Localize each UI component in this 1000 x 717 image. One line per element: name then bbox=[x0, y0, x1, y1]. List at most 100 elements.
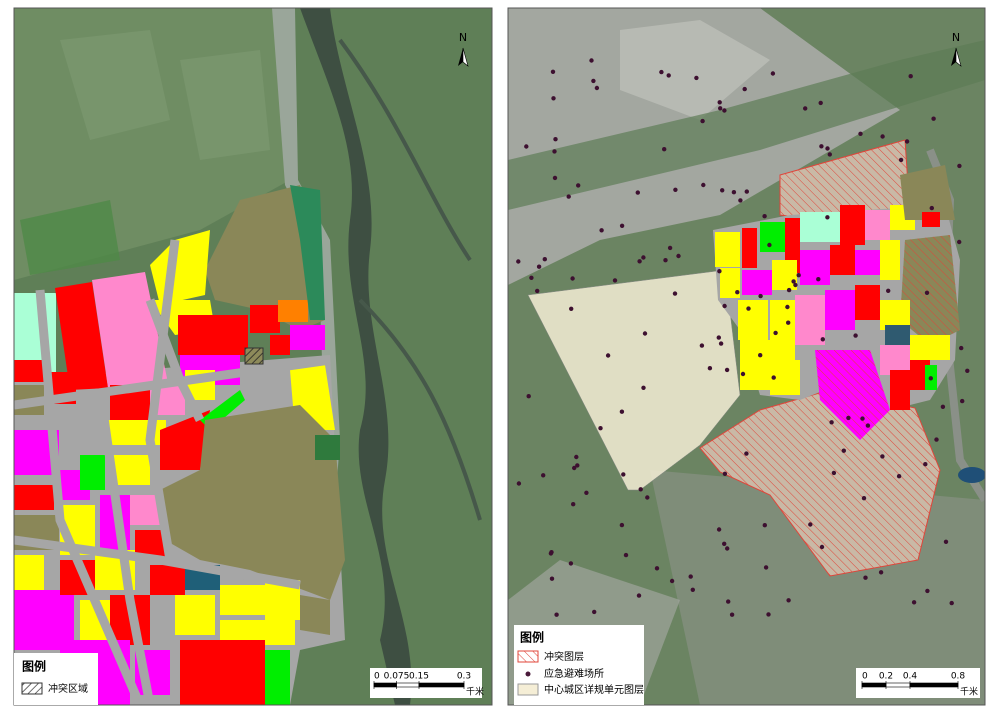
shelter-dot bbox=[929, 205, 934, 211]
legend-swatch bbox=[21, 682, 43, 695]
right-north-arrow: N bbox=[951, 31, 962, 67]
shelter-dot bbox=[529, 275, 534, 280]
shelter-dot bbox=[880, 454, 885, 459]
shelter-dot bbox=[552, 175, 558, 181]
shelter-dot bbox=[574, 454, 579, 460]
shelter-dot bbox=[758, 353, 763, 358]
land-use bbox=[14, 185, 345, 705]
shelter-dot bbox=[566, 194, 571, 199]
legend-item: 中心城区详规单元图层 bbox=[544, 683, 644, 696]
shelter-dot bbox=[729, 612, 735, 617]
shelter-dot bbox=[666, 73, 671, 78]
shelter-dot bbox=[690, 587, 695, 592]
left-scale-bar: 0 0.075 0.15 0.3 千米 bbox=[373, 672, 484, 698]
shelter-dot bbox=[943, 539, 949, 544]
scale-label: 0.4 bbox=[903, 672, 918, 682]
shelter-dot bbox=[548, 551, 554, 556]
shelter-dot bbox=[853, 333, 858, 338]
shelter-dot bbox=[949, 600, 954, 606]
shelter-dot bbox=[746, 306, 751, 311]
shelter-dot bbox=[612, 278, 618, 283]
shelter-dot bbox=[957, 163, 962, 169]
shelter-dot bbox=[516, 259, 521, 264]
shelter-dot bbox=[786, 598, 791, 603]
shelter-dot bbox=[816, 277, 821, 282]
shelter-dot bbox=[694, 75, 699, 81]
shelter-dot bbox=[819, 144, 824, 149]
legend-title: 图例 bbox=[22, 659, 46, 674]
shelter-dot bbox=[569, 306, 574, 311]
shelter-dot bbox=[667, 245, 673, 251]
shelter-dot bbox=[965, 368, 970, 373]
shelter-dot bbox=[541, 473, 546, 478]
shelter-dot bbox=[770, 71, 776, 76]
shelter-dot bbox=[786, 287, 792, 293]
shelter-dot bbox=[599, 228, 604, 233]
scale-unit: 千米 bbox=[466, 686, 484, 698]
shelter-dot bbox=[766, 612, 771, 617]
legend-item: 应急避难场所 bbox=[544, 667, 604, 680]
legend-swatch bbox=[517, 650, 539, 663]
shelter-dot bbox=[636, 593, 642, 598]
shelter-dot bbox=[524, 144, 529, 149]
shelter-dot bbox=[896, 474, 902, 479]
shelter-dot bbox=[911, 600, 917, 605]
right-scale-bar: 0 0.2 0.4 0.8 千米 bbox=[861, 672, 978, 698]
shelter-dot bbox=[672, 291, 678, 296]
legend-item: 冲突图层 bbox=[544, 650, 584, 663]
shelter-dot bbox=[641, 385, 646, 390]
shelter-dot bbox=[931, 116, 936, 121]
legend-swatch bbox=[525, 671, 531, 677]
right-frame bbox=[507, 7, 986, 706]
scale-label: 0.2 bbox=[879, 672, 893, 682]
shelter-dot bbox=[818, 100, 823, 106]
left-north-arrow: N bbox=[458, 31, 469, 67]
shelter-dot bbox=[619, 522, 625, 528]
shelter-dot bbox=[642, 331, 648, 336]
shelter-dot bbox=[572, 465, 577, 471]
shelter-dot bbox=[720, 188, 725, 193]
shelter-dot bbox=[591, 78, 596, 84]
shelter-dot bbox=[549, 576, 555, 581]
shelter-dot bbox=[957, 239, 962, 245]
shelter-dot bbox=[861, 496, 867, 501]
shelter-dot bbox=[819, 544, 825, 550]
shelter-dot bbox=[878, 570, 884, 575]
scale-label: 0.075 bbox=[384, 672, 410, 682]
shelter-dot bbox=[829, 420, 834, 425]
shelter-dot bbox=[725, 546, 730, 551]
shelter-dot bbox=[551, 96, 556, 101]
shelter-dot bbox=[598, 426, 603, 431]
shelter-dot bbox=[785, 304, 790, 310]
shelter-dot bbox=[716, 335, 721, 340]
shelter-dot bbox=[535, 288, 540, 294]
shelter-dot bbox=[904, 139, 910, 144]
scale-segment bbox=[885, 682, 911, 688]
shelter-dot bbox=[722, 541, 727, 546]
shelter-dot bbox=[738, 198, 743, 203]
shelter-dot bbox=[960, 398, 965, 404]
shelter-dot bbox=[758, 293, 763, 299]
shelter-dot bbox=[808, 522, 813, 527]
shelter-dot bbox=[576, 183, 581, 188]
north-label: N bbox=[952, 31, 960, 44]
land-use bbox=[713, 165, 960, 440]
shelter-dot bbox=[934, 437, 939, 442]
shelter-dot bbox=[762, 214, 767, 219]
shelter-dot bbox=[568, 561, 574, 566]
shelter-dot bbox=[717, 100, 722, 105]
shelter-dot bbox=[641, 255, 646, 260]
right-map bbox=[508, 8, 985, 705]
shelter-dot bbox=[570, 276, 575, 281]
scale-segment bbox=[861, 682, 887, 688]
shelter-dot bbox=[718, 341, 724, 346]
shelter-dot bbox=[928, 376, 933, 381]
shelter-dot bbox=[659, 69, 664, 75]
shelter-dot bbox=[726, 599, 731, 604]
roads bbox=[14, 239, 331, 705]
legend-title: 图例 bbox=[520, 630, 544, 645]
shelter-dot bbox=[831, 470, 837, 476]
shelter-dot bbox=[735, 290, 740, 295]
left-frame bbox=[13, 7, 493, 706]
